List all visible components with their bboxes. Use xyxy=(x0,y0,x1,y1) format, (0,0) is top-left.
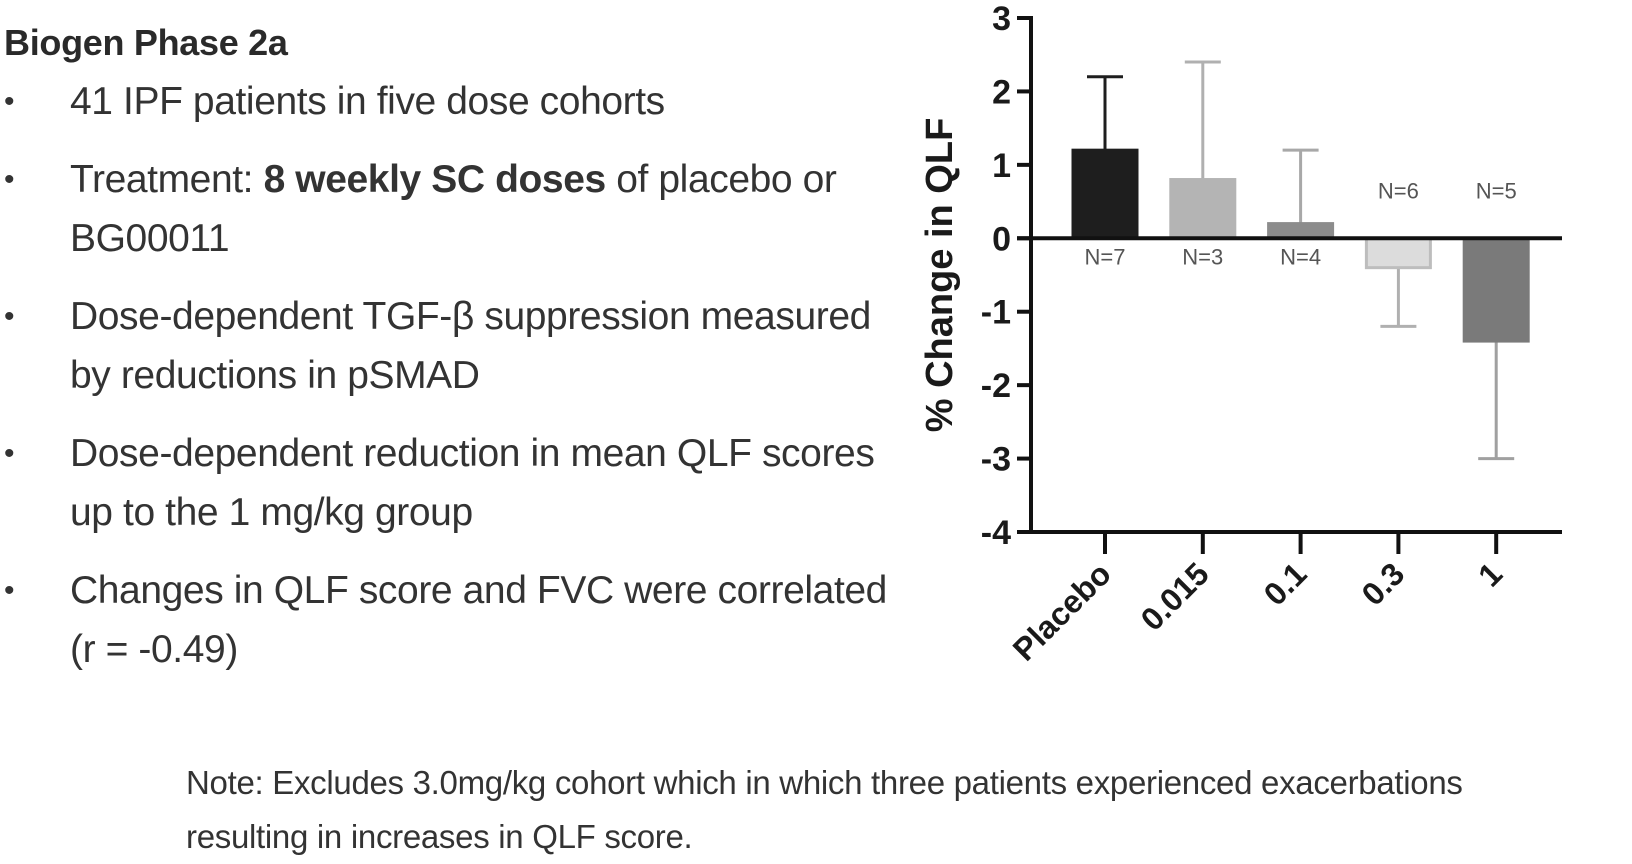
bar-0 xyxy=(1071,148,1139,240)
bullet-text: Changes in QLF score and FVC were correl… xyxy=(70,569,887,671)
bullet-item: • Dose-dependent TGF-β suppression measur… xyxy=(4,287,904,405)
bar-3 xyxy=(1364,236,1432,270)
bullet-item: • 41 IPF patients in five dose cohorts xyxy=(4,72,904,131)
footnote: Note: Excludes 3.0mg/kg cohort which in … xyxy=(186,764,1463,855)
y-tick-label: -3 xyxy=(981,441,1011,479)
n-label: N=6 xyxy=(1378,178,1419,203)
bullet-dot-icon: • xyxy=(4,437,15,470)
n-label: N=3 xyxy=(1182,244,1223,269)
bullet-text: Treatment: xyxy=(70,158,264,201)
x-tick-label: Placebo xyxy=(1006,555,1118,667)
y-axis-label: % Change in QLF xyxy=(919,118,961,433)
bullet-list: • 41 IPF patients in five dose cohorts • Tr… xyxy=(4,72,904,679)
bullet-text: 41 IPF patients in five dose cohorts xyxy=(70,80,665,123)
bullet-text: Dose-dependent reduction in mean QLF sco… xyxy=(70,432,875,534)
y-tick-label: 1 xyxy=(992,147,1011,185)
n-label: N=5 xyxy=(1476,178,1517,203)
y-tick-label: 3 xyxy=(992,0,1011,38)
y-tick-label: -2 xyxy=(981,367,1011,405)
bullet-item: • Treatment: 8 weekly SC doses of placebo… xyxy=(4,150,904,268)
y-tick-label: -4 xyxy=(981,514,1011,552)
bullet-dot-icon: • xyxy=(4,574,15,607)
bullet-dot-icon: • xyxy=(4,85,15,118)
x-tick-label: 0.015 xyxy=(1134,555,1216,637)
bullet-item: • Dose-dependent reduction in mean QLF sc… xyxy=(4,424,904,542)
bullet-text-bold: 8 weekly SC doses xyxy=(263,158,607,201)
y-tick-label: -1 xyxy=(981,294,1011,332)
bar-1 xyxy=(1169,178,1237,240)
x-tick-label: 0.1 xyxy=(1257,555,1314,612)
bar-2 xyxy=(1267,222,1335,240)
bullet-text: of placebo or BG00011 xyxy=(70,158,837,260)
y-tick-label: 2 xyxy=(992,73,1011,111)
n-label: N=4 xyxy=(1280,244,1321,269)
x-tick-label: 0.3 xyxy=(1354,555,1411,612)
bar-4 xyxy=(1462,236,1530,343)
n-label: N=7 xyxy=(1085,244,1126,269)
bullet-dot-icon: • xyxy=(4,163,15,196)
bullet-item: • Changes in QLF score and FVC were corre… xyxy=(4,561,904,679)
text-panel: Biogen Phase 2a • 41 IPF patients in five… xyxy=(4,22,904,698)
slide-heading: Biogen Phase 2a xyxy=(4,22,288,63)
y-tick-label: 0 xyxy=(992,220,1011,258)
bullet-text: Dose-dependent TGF-β suppression measure… xyxy=(70,295,871,397)
bullet-dot-icon: • xyxy=(4,300,15,333)
x-tick-label: 1 xyxy=(1471,555,1509,593)
